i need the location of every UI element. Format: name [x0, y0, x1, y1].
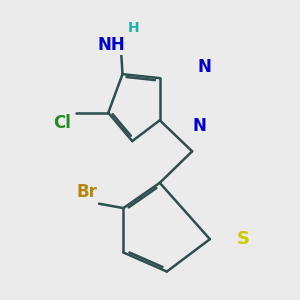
- Text: N: N: [192, 118, 206, 136]
- Text: N: N: [198, 58, 212, 76]
- Text: Cl: Cl: [53, 114, 71, 132]
- Text: Br: Br: [77, 183, 98, 201]
- Text: S: S: [236, 230, 250, 248]
- Text: NH: NH: [97, 36, 125, 54]
- Text: H: H: [128, 21, 140, 35]
